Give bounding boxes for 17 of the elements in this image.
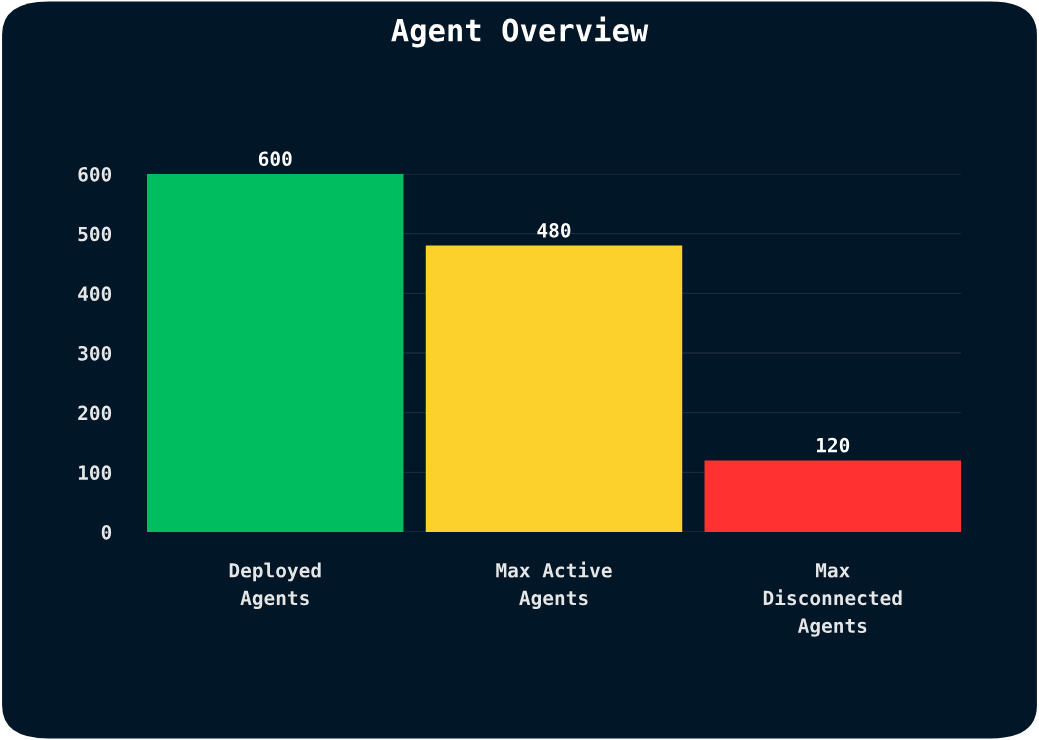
- bar: [147, 174, 404, 532]
- y-tick-label: 100: [78, 465, 112, 480]
- x-tick-label: Max Disconnected Agents: [763, 563, 902, 637]
- y-tick-label: 600: [78, 166, 112, 182]
- y-tick-label: 500: [78, 226, 112, 242]
- data-label: 600: [258, 151, 292, 167]
- y-tick-label: 400: [78, 286, 112, 301]
- y-tick-label: 0: [101, 524, 112, 540]
- data-label: 120: [816, 437, 850, 453]
- x-tick-label: Max Active Agents: [496, 561, 612, 610]
- bar: [425, 245, 683, 532]
- bar: [704, 460, 961, 532]
- x-tick-label: Deployed Agents: [229, 562, 321, 610]
- data-label: 480: [537, 222, 571, 238]
- y-tick-label: 200: [78, 405, 112, 421]
- chart-title: Agent Overview: [391, 16, 649, 48]
- y-tick-label: 300: [78, 345, 112, 361]
